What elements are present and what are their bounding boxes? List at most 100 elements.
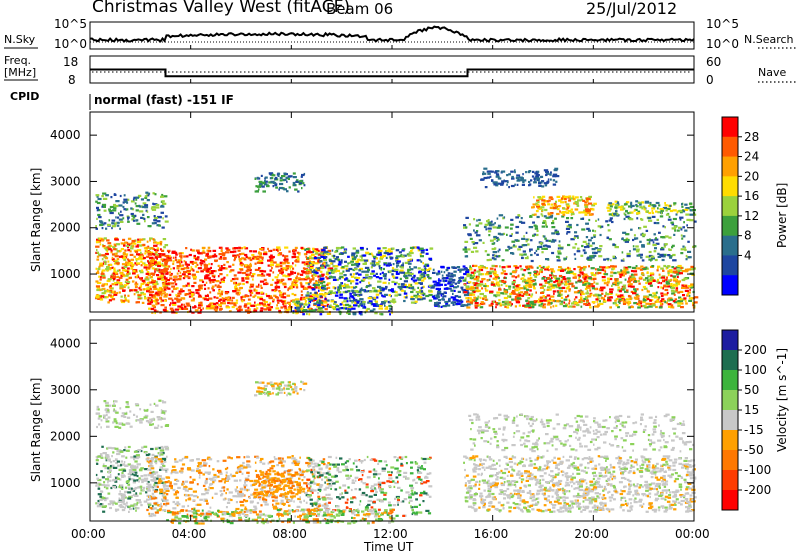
echo-cell bbox=[560, 293, 563, 296]
echo-cell bbox=[636, 250, 640, 253]
echo-cell bbox=[501, 268, 504, 271]
echo-cell bbox=[598, 297, 600, 300]
echo-cell bbox=[337, 263, 342, 266]
echo-cell bbox=[261, 185, 265, 188]
echo-cell bbox=[364, 266, 370, 269]
echo-cell bbox=[546, 268, 549, 271]
echo-cell bbox=[450, 296, 454, 299]
echo-cell bbox=[504, 272, 508, 276]
echo-cell bbox=[632, 245, 635, 248]
echo-cell bbox=[549, 214, 554, 217]
echo-cell bbox=[580, 296, 583, 299]
echo-cell bbox=[148, 288, 153, 291]
echo-cell bbox=[182, 277, 186, 280]
echo-cell bbox=[620, 269, 622, 272]
echo-cell bbox=[400, 271, 405, 274]
echo-cell bbox=[463, 291, 468, 294]
echo-cell bbox=[146, 251, 152, 254]
echo-cell bbox=[309, 257, 313, 260]
echo-cell bbox=[127, 218, 129, 221]
echo-cell bbox=[417, 267, 421, 270]
echo-cell bbox=[416, 259, 420, 262]
echo-cell bbox=[552, 290, 556, 293]
echo-cell bbox=[146, 287, 150, 290]
echo-cell bbox=[233, 259, 236, 262]
echo-cell bbox=[658, 306, 663, 309]
echo-cell bbox=[585, 300, 589, 304]
noise-sky-line bbox=[89, 25, 695, 43]
echo-cell bbox=[352, 273, 355, 276]
echo-cell bbox=[157, 255, 162, 258]
echo-cell bbox=[272, 271, 275, 274]
echo-cell bbox=[674, 284, 679, 287]
echo-cell bbox=[476, 282, 481, 286]
echo-cell bbox=[618, 206, 623, 209]
echo-cell bbox=[522, 173, 524, 176]
echo-cell bbox=[256, 307, 259, 310]
echo-cell bbox=[135, 196, 139, 199]
echo-cell bbox=[176, 300, 181, 303]
echo-cell bbox=[502, 270, 506, 273]
echo-cell bbox=[281, 175, 286, 178]
echo-cell bbox=[373, 296, 377, 299]
echo-cell bbox=[388, 294, 391, 297]
echo-cell bbox=[121, 273, 125, 276]
echo-cell bbox=[390, 290, 395, 293]
echo-cell bbox=[226, 299, 231, 302]
echo-cell bbox=[617, 271, 621, 274]
echo-cell bbox=[142, 254, 144, 258]
echo-cell bbox=[145, 278, 150, 281]
echo-cell bbox=[439, 283, 443, 286]
echo-cell bbox=[585, 243, 588, 246]
echo-cell bbox=[521, 280, 525, 283]
echo-cell bbox=[501, 300, 506, 304]
echo-cell bbox=[567, 305, 570, 308]
echo-cell bbox=[484, 250, 488, 253]
echo-cell bbox=[667, 274, 670, 277]
echo-cell bbox=[650, 257, 655, 260]
echo-cell bbox=[145, 249, 148, 252]
echo-cell bbox=[417, 281, 421, 285]
echo-cell bbox=[201, 251, 206, 254]
echo-cell bbox=[577, 236, 579, 239]
echo-cell bbox=[657, 281, 660, 284]
echo-cell bbox=[259, 309, 263, 312]
echo-cell bbox=[161, 249, 164, 252]
echo-cell bbox=[550, 295, 555, 298]
echo-cell bbox=[360, 248, 364, 251]
echo-cell bbox=[483, 176, 488, 180]
echo-cell bbox=[520, 268, 524, 271]
echo-cell bbox=[523, 278, 526, 281]
echo-cell bbox=[425, 252, 429, 255]
echo-cell bbox=[95, 267, 98, 270]
echo-cell bbox=[456, 302, 460, 305]
echo-cell bbox=[671, 246, 674, 249]
echo-cell bbox=[353, 268, 358, 271]
echo-cell bbox=[659, 208, 664, 211]
echo-cell bbox=[277, 174, 280, 177]
echo-cell bbox=[664, 278, 667, 281]
echo-cell bbox=[505, 292, 508, 295]
echo-cell bbox=[319, 299, 322, 303]
echo-cell bbox=[603, 299, 606, 302]
echo-cell bbox=[146, 216, 150, 219]
echo-cell bbox=[169, 274, 173, 277]
echo-cell bbox=[492, 277, 498, 280]
echo-cell bbox=[532, 203, 537, 206]
echo-cell bbox=[495, 306, 497, 309]
echo-cell bbox=[295, 286, 299, 289]
echo-cell bbox=[162, 464, 166, 468]
echo-cell bbox=[606, 277, 611, 280]
echo-cell bbox=[550, 270, 553, 273]
echo-cell bbox=[689, 205, 694, 209]
echo-cell bbox=[299, 180, 303, 183]
echo-cell bbox=[632, 292, 637, 295]
echo-cell bbox=[554, 167, 559, 170]
echo-cell bbox=[208, 303, 212, 306]
echo-cell bbox=[127, 286, 130, 289]
echo-cell bbox=[226, 248, 231, 251]
echo-cell bbox=[115, 200, 120, 203]
echo-cell bbox=[440, 294, 443, 297]
echo-cell bbox=[618, 298, 622, 301]
echo-cell bbox=[670, 271, 675, 274]
